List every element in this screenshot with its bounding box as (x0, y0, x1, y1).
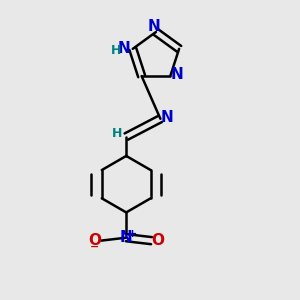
Text: +: + (128, 229, 137, 239)
Text: O: O (152, 233, 164, 248)
Text: O: O (88, 233, 101, 248)
Text: N: N (120, 230, 133, 245)
Text: N: N (160, 110, 173, 125)
Text: N: N (148, 19, 161, 34)
Text: −: − (90, 242, 99, 252)
Text: H: H (111, 44, 122, 57)
Text: N: N (118, 41, 131, 56)
Text: H: H (112, 127, 122, 140)
Text: N: N (170, 67, 183, 82)
